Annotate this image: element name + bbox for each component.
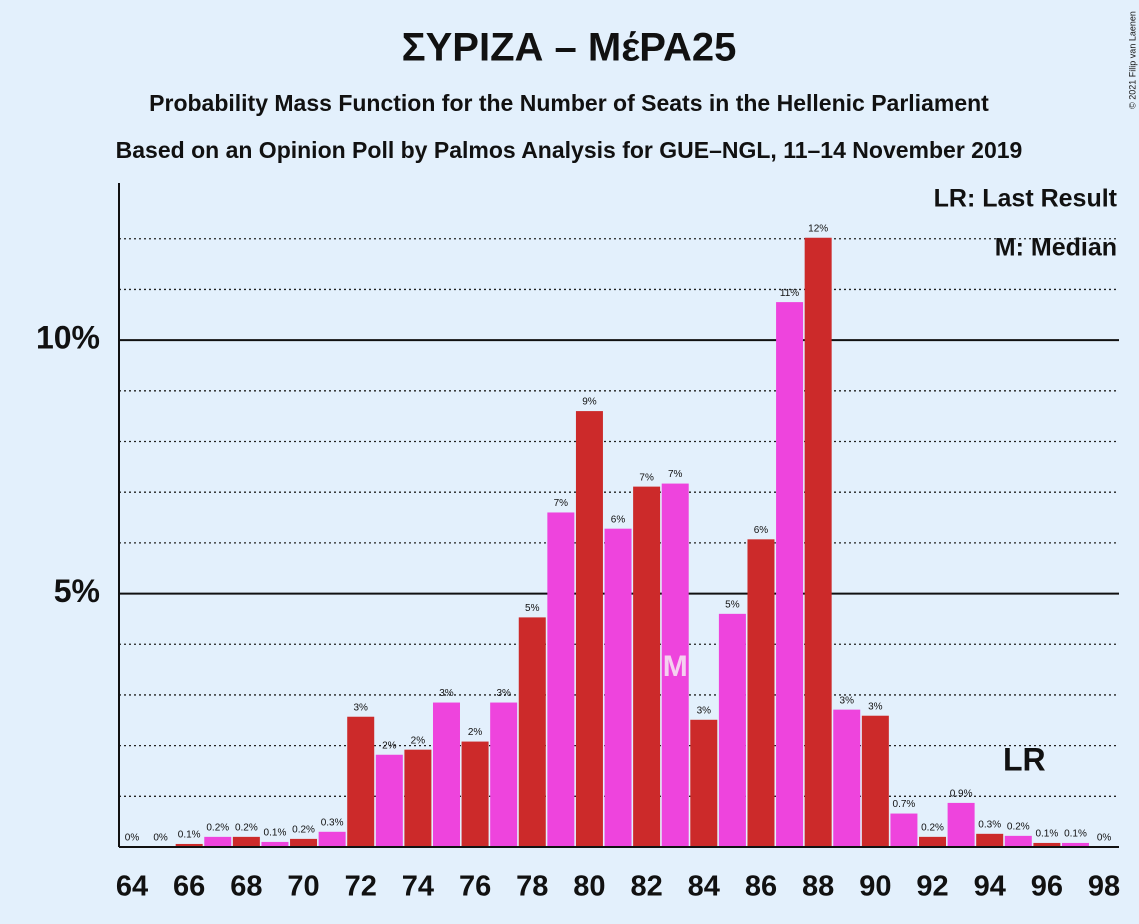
x-tick-label: 90 (859, 871, 891, 903)
x-tick-label: 96 (1031, 871, 1063, 903)
value-label: 9% (582, 397, 597, 408)
value-label: 3% (353, 702, 368, 713)
bar (1033, 842, 1061, 847)
bar (919, 836, 947, 847)
value-label: 7% (668, 469, 683, 480)
bar (547, 512, 575, 847)
value-label: 6% (611, 514, 626, 525)
value-label: 0.2% (235, 823, 258, 834)
y-tick-label: 5% (54, 573, 100, 609)
x-tick-label: 66 (173, 871, 205, 903)
value-label: 0.2% (292, 825, 315, 836)
bar (575, 411, 603, 847)
median-marker: M (663, 650, 688, 683)
value-label: 2% (468, 727, 483, 738)
value-label: 0.1% (1035, 829, 1058, 840)
bar (375, 754, 403, 847)
bar (175, 843, 203, 847)
bar (1061, 842, 1089, 847)
bar (776, 302, 804, 847)
bar (833, 709, 861, 847)
x-tick-label: 84 (688, 871, 720, 903)
value-label: 3% (697, 705, 712, 716)
bar (861, 715, 889, 847)
bar (947, 802, 975, 847)
value-label: 0.1% (178, 830, 201, 841)
value-label: 6% (754, 525, 769, 536)
bar (1004, 835, 1032, 847)
value-label: 0% (1097, 833, 1112, 844)
x-tick-label: 76 (459, 871, 491, 903)
copyright: © 2021 Filip van Laenen (1127, 11, 1137, 109)
value-label: 3% (868, 701, 883, 712)
bar (432, 702, 460, 847)
chart-title: ΣΥΡΙΖΑ – ΜέΡΑ25 (402, 26, 737, 70)
x-tick-label: 70 (287, 871, 319, 903)
value-label: 2% (411, 735, 426, 746)
value-label: 5% (725, 599, 740, 610)
bar (976, 833, 1004, 847)
value-label: 5% (525, 603, 540, 614)
x-tick-label: 92 (916, 871, 948, 903)
x-tick-label: 68 (230, 871, 262, 903)
value-label: 0.7% (893, 799, 916, 810)
x-tick-label: 80 (573, 871, 605, 903)
bar (347, 716, 375, 847)
value-label: 3% (496, 688, 511, 699)
value-label: 7% (639, 472, 654, 483)
value-label: 0.3% (978, 819, 1001, 830)
chart-subtitle: Based on an Opinion Poll by Palmos Analy… (116, 137, 1023, 163)
bar (490, 702, 518, 847)
x-tick-label: 64 (116, 871, 148, 903)
value-label: 2% (382, 740, 397, 751)
value-label: 0.9% (950, 789, 973, 800)
bar (232, 836, 260, 847)
bar (661, 483, 689, 847)
value-label: 0% (153, 833, 168, 844)
value-label: 12% (808, 223, 828, 234)
value-label: 0.1% (264, 828, 287, 839)
chart-subtitle: Probability Mass Function for the Number… (149, 90, 989, 116)
bar (690, 719, 718, 847)
x-tick-label: 72 (345, 871, 377, 903)
x-tick-label: 94 (974, 871, 1006, 903)
value-label: 0% (125, 833, 140, 844)
last-result-marker: LR (1003, 741, 1046, 777)
value-label: 7% (554, 498, 569, 509)
x-tick-label: 82 (630, 871, 662, 903)
value-label: 3% (840, 695, 855, 706)
x-tick-label: 98 (1088, 871, 1120, 903)
bar (890, 813, 918, 847)
value-label: 0.2% (921, 823, 944, 834)
bar (290, 838, 318, 847)
bar (718, 613, 746, 847)
x-tick-label: 74 (402, 871, 434, 903)
bar (804, 237, 832, 847)
value-label: 0.1% (1064, 829, 1087, 840)
x-tick-label: 86 (745, 871, 777, 903)
y-tick-label: 10% (36, 320, 100, 356)
legend-entry: M: Median (995, 234, 1117, 262)
value-label: 0.2% (206, 823, 229, 834)
bar (604, 528, 632, 847)
value-label: 0.3% (321, 817, 344, 828)
value-label: 0.2% (1007, 821, 1030, 832)
bar (518, 617, 546, 847)
bar (747, 539, 775, 847)
value-label: 3% (439, 688, 454, 699)
bar (404, 749, 432, 847)
legend-entry: LR: Last Result (934, 185, 1118, 213)
value-label: 11% (780, 288, 799, 299)
x-tick-label: 88 (802, 871, 834, 903)
bar (204, 836, 232, 847)
bar (261, 841, 289, 847)
bar (633, 486, 661, 847)
bar (461, 741, 489, 847)
bar (318, 831, 346, 847)
x-tick-label: 78 (516, 871, 548, 903)
